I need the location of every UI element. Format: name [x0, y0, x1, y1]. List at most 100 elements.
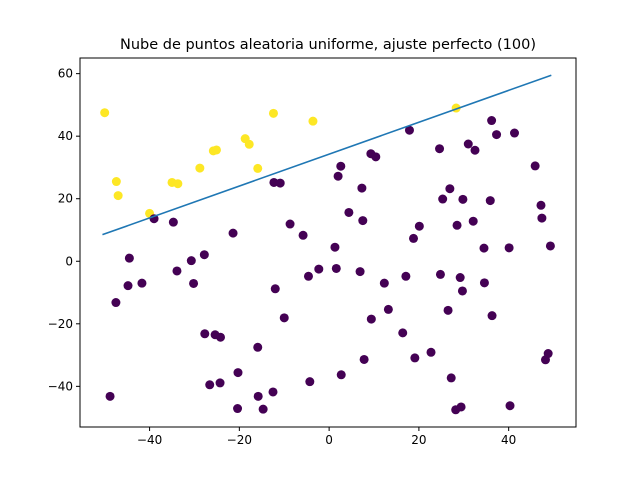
point-below-72 [487, 116, 497, 126]
y-tick-label: 40 [58, 129, 73, 143]
point-below-54 [435, 144, 445, 154]
point-above-2 [113, 191, 123, 201]
point-below-0 [105, 391, 115, 401]
point-below-24 [270, 284, 280, 294]
fit-line-group [102, 74, 552, 236]
point-below-46 [383, 304, 393, 314]
point-below-19 [253, 342, 263, 352]
point-below-44 [371, 152, 381, 162]
point-below-14 [215, 378, 225, 388]
point-below-37 [344, 207, 354, 217]
point-below-76 [505, 401, 515, 411]
point-below-6 [168, 217, 178, 227]
point-below-3 [124, 253, 134, 263]
point-below-11 [200, 329, 210, 339]
point-below-17 [233, 368, 243, 378]
point-below-83 [545, 241, 555, 251]
point-below-31 [314, 264, 324, 274]
point-above-5 [173, 179, 183, 189]
point-below-63 [456, 402, 466, 412]
data-points [100, 103, 555, 415]
point-below-48 [401, 271, 411, 281]
fit-line [102, 74, 552, 236]
point-below-65 [458, 194, 468, 204]
point-below-7 [172, 266, 182, 276]
point-below-61 [452, 220, 462, 230]
point-below-27 [285, 219, 295, 229]
point-below-39 [357, 183, 367, 193]
point-below-40 [358, 216, 368, 226]
point-below-43 [366, 314, 376, 324]
point-above-12 [268, 108, 278, 118]
point-below-47 [398, 328, 408, 338]
point-above-10 [244, 139, 254, 149]
point-below-34 [333, 171, 343, 181]
point-below-45 [379, 278, 389, 288]
point-below-29 [303, 271, 313, 281]
point-below-28 [298, 230, 308, 240]
y-axis: −40 −20 0 20 40 60 [48, 67, 80, 393]
point-below-77 [510, 128, 519, 138]
point-below-80 [537, 213, 547, 223]
point-above-11 [253, 163, 263, 173]
point-below-25 [275, 178, 285, 188]
y-tick-label: −20 [48, 317, 73, 331]
point-below-36 [336, 370, 346, 380]
point-below-41 [359, 354, 369, 364]
point-below-53 [426, 347, 436, 357]
point-below-62 [455, 273, 465, 283]
point-below-2 [123, 281, 133, 291]
point-below-56 [438, 194, 448, 204]
point-below-59 [446, 373, 456, 383]
point-below-50 [409, 233, 419, 243]
point-above-1 [111, 177, 121, 187]
point-below-18 [233, 404, 243, 414]
point-below-68 [470, 145, 480, 155]
plot-frame [79, 57, 577, 428]
point-below-69 [479, 243, 489, 253]
chart-title: Nube de puntos aleatoria uniforme, ajust… [120, 37, 536, 53]
x-tick-label: 20 [411, 433, 426, 447]
point-below-78 [530, 161, 540, 171]
point-below-4 [137, 278, 147, 288]
x-tick-label: 0 [325, 433, 333, 447]
x-tick-label: −20 [227, 433, 252, 447]
point-below-82 [543, 349, 553, 359]
point-below-51 [410, 353, 420, 363]
point-below-12 [205, 380, 215, 390]
y-tick-label: 60 [58, 67, 73, 81]
point-below-75 [504, 243, 514, 253]
point-below-67 [468, 216, 478, 226]
y-tick-label: 0 [65, 254, 73, 268]
point-below-20 [253, 391, 263, 401]
point-below-79 [536, 200, 546, 210]
point-below-49 [404, 125, 414, 135]
point-below-15 [216, 332, 225, 342]
y-tick-label: 20 [58, 192, 73, 206]
x-tick-label: −40 [137, 433, 162, 447]
point-below-74 [492, 130, 502, 140]
point-above-13 [308, 116, 318, 126]
point-above-6 [195, 163, 205, 173]
point-below-26 [279, 313, 289, 323]
point-below-35 [336, 161, 346, 171]
point-below-70 [479, 278, 489, 288]
point-below-73 [487, 311, 497, 321]
point-below-32 [330, 242, 340, 252]
x-axis: −40 −20 0 20 40 [137, 427, 516, 447]
point-below-1 [111, 298, 121, 308]
point-below-22 [268, 387, 278, 397]
point-below-64 [457, 286, 467, 296]
y-tick-label: −40 [48, 379, 73, 393]
point-below-52 [414, 221, 424, 231]
point-below-58 [445, 184, 455, 194]
point-below-10 [199, 250, 209, 260]
point-below-71 [485, 196, 495, 206]
point-below-55 [435, 269, 445, 279]
point-below-33 [331, 263, 341, 273]
point-below-8 [186, 256, 196, 266]
point-below-66 [463, 139, 473, 149]
point-below-9 [189, 278, 199, 288]
